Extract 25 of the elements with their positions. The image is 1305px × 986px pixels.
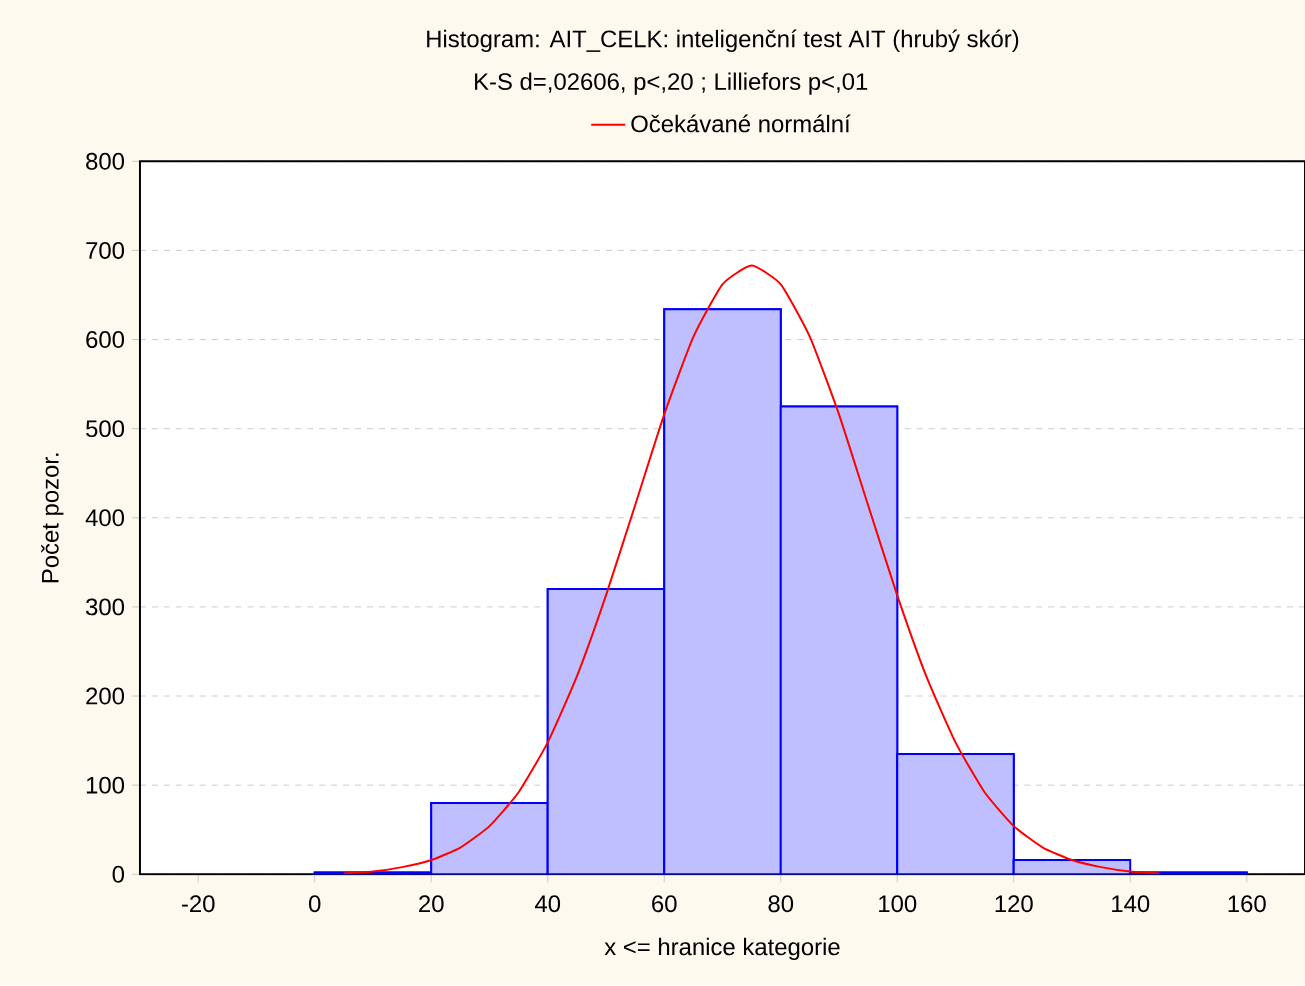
line-series [342, 264, 1161, 875]
y-tick-label: 100 [86, 776, 125, 794]
y-tick-label: 200 [86, 687, 125, 705]
x-tick-label: -20 [182, 895, 215, 913]
y-tick-label: 500 [86, 420, 125, 438]
x-tick-label: 20 [419, 895, 444, 913]
x-tick-label: 60 [652, 895, 677, 913]
x-tick-label: 40 [535, 895, 561, 913]
chart-subtitle: K-S d=,02606, p<,20 ; Lilliefors p<,01 [475, 72, 868, 95]
x-tick-label: 140 [1112, 895, 1150, 913]
x-tick-label: 120 [995, 895, 1033, 913]
chart-title: Histogram: AIT_CELK: inteligenční test AIT (hrubý skór) [427, 29, 1019, 53]
y-axis-title: Počet pozor. [41, 453, 64, 583]
y-tick-label: 700 [86, 242, 125, 259]
x-tick-label: 80 [768, 895, 794, 913]
y-tick-label: 600 [86, 331, 125, 349]
y-tick-label: 400 [85, 509, 125, 527]
x-tick-label: 0 [309, 895, 321, 913]
x-tick-label: 100 [879, 895, 917, 913]
legend-label: Očekávané normální [631, 114, 851, 133]
y-tick-label: 800 [86, 152, 125, 170]
y-tick-label: 300 [85, 598, 125, 616]
x-tick-label: 160 [1228, 895, 1266, 913]
x-axis-title: x <= hranice kategorie [604, 937, 840, 961]
y-tick-label: 0 [112, 865, 125, 883]
